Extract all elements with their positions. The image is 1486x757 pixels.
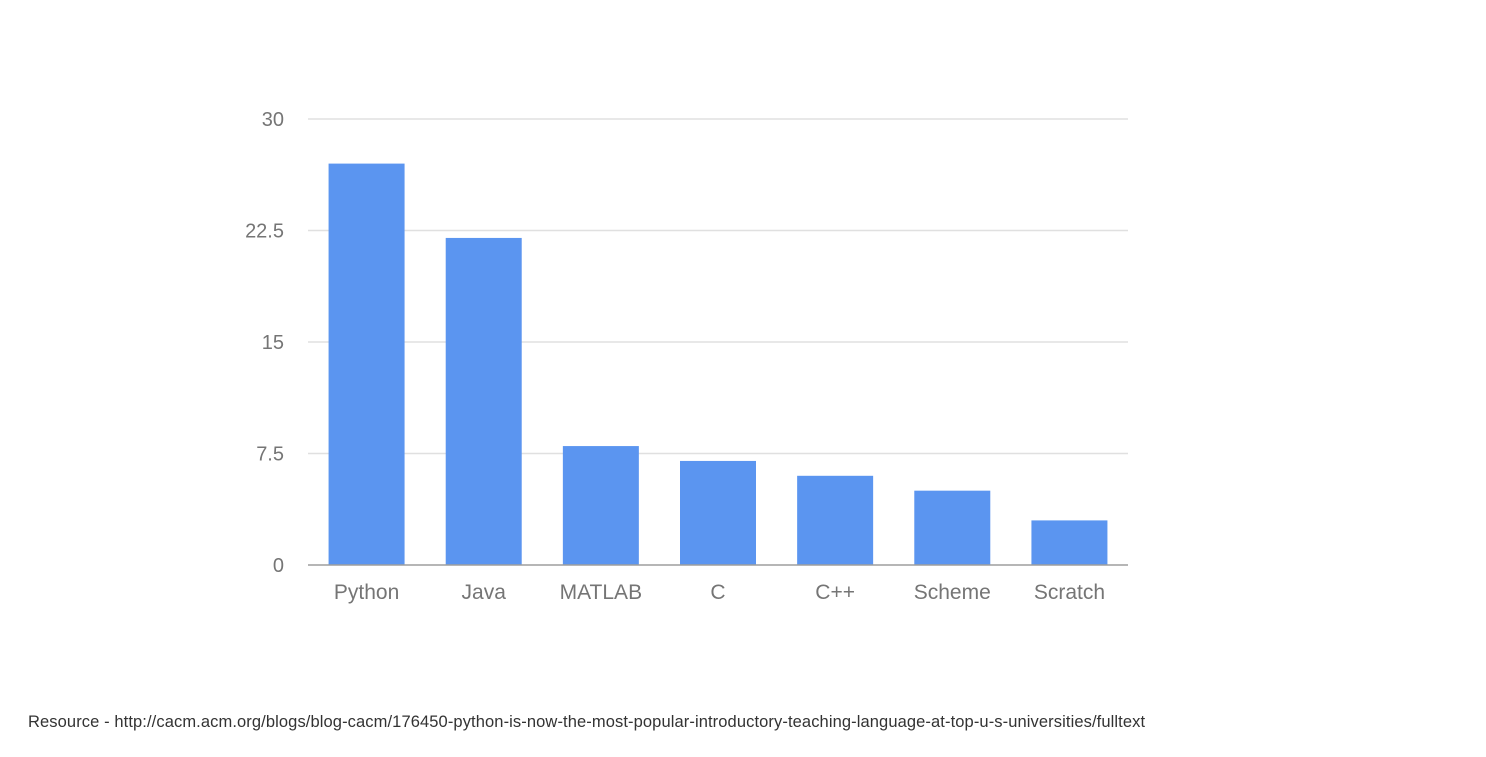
bar-python [328, 163, 405, 565]
x-tick-label: Scheme [914, 581, 991, 604]
bar-c- [797, 475, 874, 565]
x-tick-label: Java [462, 581, 507, 604]
y-tick-label: 22.5 [245, 221, 284, 243]
x-axis-labels: Python Java MATLAB C C++ Scheme Scratch [334, 581, 1105, 604]
y-tick-label: 15 [262, 332, 284, 354]
bar-scheme [914, 490, 991, 565]
x-tick-label: C++ [815, 581, 855, 604]
y-tick-label: 7.5 [256, 444, 284, 466]
bar-c [680, 460, 756, 565]
x-tick-label: Python [334, 581, 399, 604]
y-tick-label: 30 [262, 109, 284, 131]
grid-lines [308, 118, 1128, 455]
x-tick-label: Scratch [1034, 581, 1105, 604]
bar-java [445, 237, 522, 565]
x-tick-label: MATLAB [560, 581, 642, 604]
bar-matlab [562, 446, 639, 565]
y-tick-label: 0 [273, 555, 284, 577]
bars [328, 163, 1108, 565]
y-axis-ticks: 0 7.5 15 22.5 30 [245, 109, 284, 577]
x-tick-label: C [710, 581, 725, 604]
bar-scratch [1031, 520, 1108, 565]
source-note: Resource - http://cacm.acm.org/blogs/blo… [28, 713, 1146, 731]
